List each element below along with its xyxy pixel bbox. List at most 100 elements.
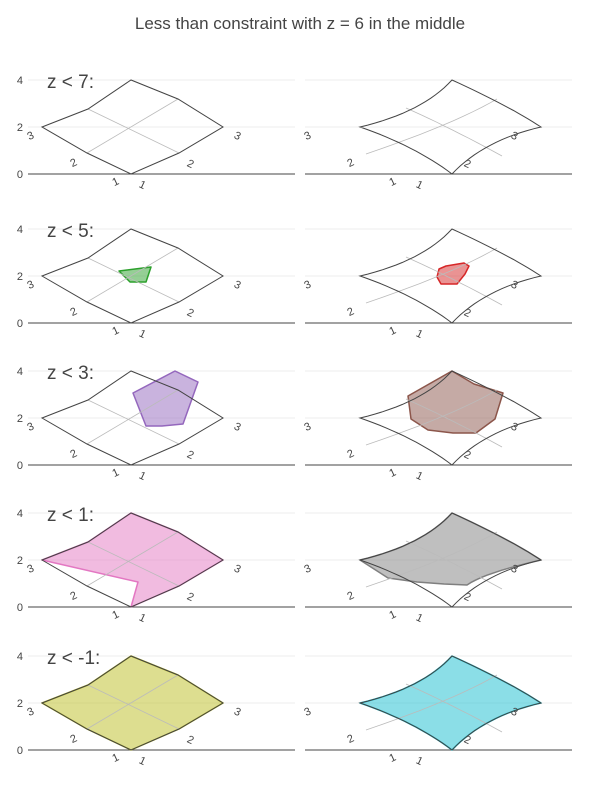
y-tick-label: 0 bbox=[17, 745, 23, 757]
right-subplot: 1 1 2 2 3 3 bbox=[302, 513, 572, 625]
y-tick-label: 2 bbox=[17, 122, 23, 134]
carpet-axis-tick-label: 3 bbox=[25, 706, 36, 719]
carpet-axis-tick-label: 1 bbox=[414, 328, 425, 341]
carpet-axis-tick-label: 3 bbox=[302, 279, 313, 292]
y-tick-label: 2 bbox=[17, 271, 23, 283]
y-tick-label: 0 bbox=[17, 460, 23, 472]
carpet-axis-tick-label: 3 bbox=[25, 279, 36, 292]
carpet-axis-tick-label: 1 bbox=[414, 612, 425, 625]
carpet-axis-tick-label: 1 bbox=[137, 328, 148, 341]
carpet-axis-tick-label: 2 bbox=[345, 448, 356, 461]
carpet-axis-tick-label: 1 bbox=[387, 467, 398, 480]
carpet-axis-tick-label: 3 bbox=[232, 563, 243, 576]
carpet-axis-tick-label: 3 bbox=[232, 421, 243, 434]
carpet-grid-line bbox=[88, 258, 179, 302]
chart-title: Less than constraint with z = 6 in the m… bbox=[135, 14, 465, 33]
y-tick-label: 4 bbox=[17, 366, 23, 378]
carpet-axis-tick-label: 1 bbox=[110, 176, 121, 189]
carpet-axis-tick-label: 3 bbox=[302, 421, 313, 434]
right-subplot: 1 1 2 2 3 3 bbox=[302, 371, 572, 483]
carpet-axis-tick-label: 3 bbox=[302, 563, 313, 576]
y-tick-label: 4 bbox=[17, 508, 23, 520]
carpet-axis-tick-label: 1 bbox=[110, 467, 121, 480]
carpet-axis-tick-label: 3 bbox=[25, 421, 36, 434]
carpet-grid-line bbox=[87, 99, 178, 153]
subplot-row: 0241 12 23 3z < -1:1 12 23 3 bbox=[17, 648, 572, 768]
carpet-axis-tick-label: 2 bbox=[68, 448, 79, 461]
carpet-axis-tick-label: 3 bbox=[25, 130, 36, 143]
constraint-label: z < 7: bbox=[47, 72, 94, 93]
y-tick-label: 0 bbox=[17, 169, 23, 181]
carpet-axis-tick-label: 2 bbox=[68, 733, 79, 746]
y-tick-label: 0 bbox=[17, 602, 23, 614]
constraint-label: z < 3: bbox=[47, 363, 94, 384]
carpet-axis-tick-label: 2 bbox=[462, 158, 473, 171]
carpet-grid-line bbox=[87, 248, 178, 302]
y-tick-label: 4 bbox=[17, 75, 23, 87]
carpet-axis-tick-label: 1 bbox=[387, 609, 398, 622]
constraint-label: z < 1: bbox=[47, 505, 94, 526]
carpet-axis-tick-label: 2 bbox=[68, 157, 79, 170]
carpet-axis-tick-label: 1 bbox=[387, 176, 398, 189]
carpet-axis-tick-label: 1 bbox=[137, 470, 148, 483]
carpet-grid-line bbox=[406, 108, 502, 156]
contour-fill bbox=[408, 371, 503, 433]
carpet-axis-tick-label: 3 bbox=[509, 279, 520, 292]
carpet-axis-tick-label: 2 bbox=[68, 590, 79, 603]
subplot-row: 0241 12 23 3z < 5:1 12 23 3 bbox=[17, 221, 572, 341]
carpet-axis-tick-label: 1 bbox=[137, 612, 148, 625]
carpet-axis-tick-label: 2 bbox=[462, 591, 473, 604]
carpet-axis-tick-label: 2 bbox=[185, 158, 196, 171]
carpet-axis-tick-label: 2 bbox=[462, 449, 473, 462]
carpet-grid-line bbox=[88, 109, 179, 153]
carpet-axis-tick-label: 2 bbox=[185, 591, 196, 604]
y-tick-label: 4 bbox=[17, 651, 23, 663]
right-subplot: 1 1 2 2 3 3 bbox=[302, 229, 572, 341]
y-tick-label: 4 bbox=[17, 224, 23, 236]
carpet-axis-tick-label: 2 bbox=[345, 733, 356, 746]
y-tick-label: 0 bbox=[17, 318, 23, 330]
carpet-axis-tick-label: 3 bbox=[302, 130, 313, 143]
carpet-axis-tick-label: 2 bbox=[345, 157, 356, 170]
right-subplot: 1 1 2 2 3 3 bbox=[302, 656, 572, 768]
carpet-axis-tick-label: 2 bbox=[345, 306, 356, 319]
carpet-axis-tick-label: 3 bbox=[302, 706, 313, 719]
carpet-axis-tick-label: 1 bbox=[414, 755, 425, 768]
carpet-axis-tick-label: 3 bbox=[509, 421, 520, 434]
carpet-axis-tick-label: 3 bbox=[232, 130, 243, 143]
carpet-axis-tick-label: 3 bbox=[232, 706, 243, 719]
contour-fill bbox=[360, 656, 541, 750]
constraint-label: z < -1: bbox=[47, 648, 100, 669]
y-tick-label: 2 bbox=[17, 698, 23, 710]
carpet-axis-tick-label: 1 bbox=[387, 752, 398, 765]
y-tick-label: 2 bbox=[17, 413, 23, 425]
carpet-axis-tick-label: 1 bbox=[414, 179, 425, 192]
carpet-axis-tick-label: 3 bbox=[232, 279, 243, 292]
carpet-axis-tick-label: 1 bbox=[110, 752, 121, 765]
right-subplot: 1 1 2 2 3 3 bbox=[302, 80, 572, 192]
carpet-axis-tick-label: 1 bbox=[110, 325, 121, 338]
carpet-axis-tick-label: 1 bbox=[387, 325, 398, 338]
subplot-row: 0241 12 23 3z < 7:1 12 23 3 bbox=[17, 72, 572, 192]
carpet-axis-tick-label: 1 bbox=[137, 755, 148, 768]
carpet-axis-tick-label: 2 bbox=[185, 307, 196, 320]
carpet-axis-tick-label: 3 bbox=[25, 563, 36, 576]
y-tick-label: 2 bbox=[17, 555, 23, 567]
carpet-axis-tick-label: 3 bbox=[509, 130, 520, 143]
carpet-axis-tick-label: 2 bbox=[68, 306, 79, 319]
carpet-axis-tick-label: 2 bbox=[185, 449, 196, 462]
carpet-axis-tick-label: 1 bbox=[110, 609, 121, 622]
carpet-axis-tick-label: 2 bbox=[345, 590, 356, 603]
carpet-axis-tick-label: 1 bbox=[414, 470, 425, 483]
carpet-axis-tick-label: 1 bbox=[137, 179, 148, 192]
constraint-label: z < 5: bbox=[47, 221, 94, 242]
